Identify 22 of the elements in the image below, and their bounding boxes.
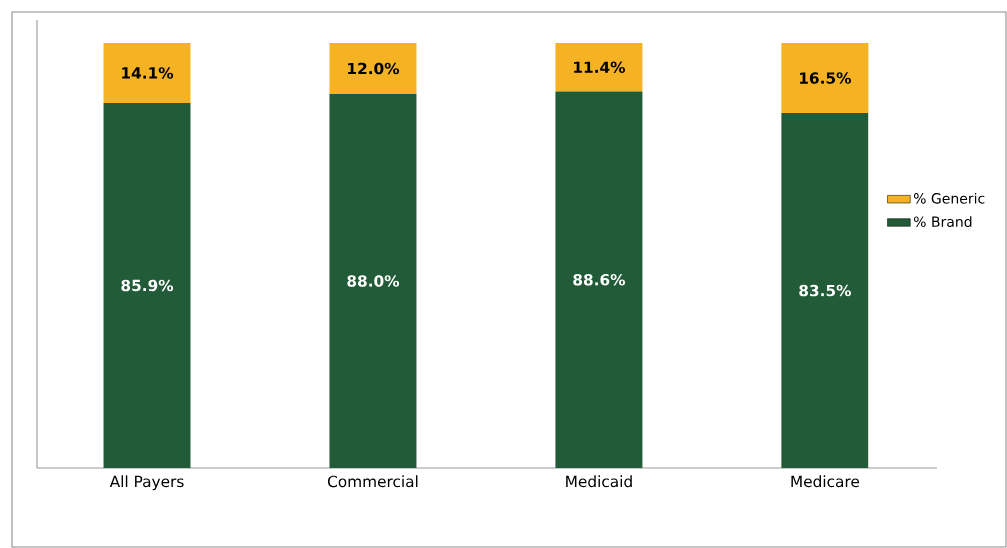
legend-label: % Brand: [913, 216, 972, 227]
bar: [103, 42, 191, 103]
data-label: 83.5%: [799, 284, 851, 297]
x-tick-label: Medicare: [791, 475, 860, 488]
bar: [103, 102, 191, 468]
bar: [781, 113, 869, 468]
bar: [555, 42, 643, 92]
data-label: 11.4%: [574, 61, 626, 73]
bar: [781, 42, 869, 114]
data-label: 88.0%: [347, 275, 400, 287]
data-label: 12.0%: [348, 62, 400, 75]
data-label: 16.5%: [800, 72, 851, 84]
bar: [555, 91, 643, 468]
data-label: 14.1%: [122, 67, 174, 79]
x-tick-label: All Payers: [109, 475, 184, 491]
bar: [329, 42, 417, 94]
x-tick-label: Commercial: [327, 475, 418, 488]
data-label: 85.9%: [121, 279, 174, 292]
legend-label: % Generic: [913, 192, 985, 204]
bar: [329, 93, 417, 468]
data-label: 88.6%: [573, 273, 626, 286]
x-tick-label: Medicaid: [566, 475, 632, 488]
